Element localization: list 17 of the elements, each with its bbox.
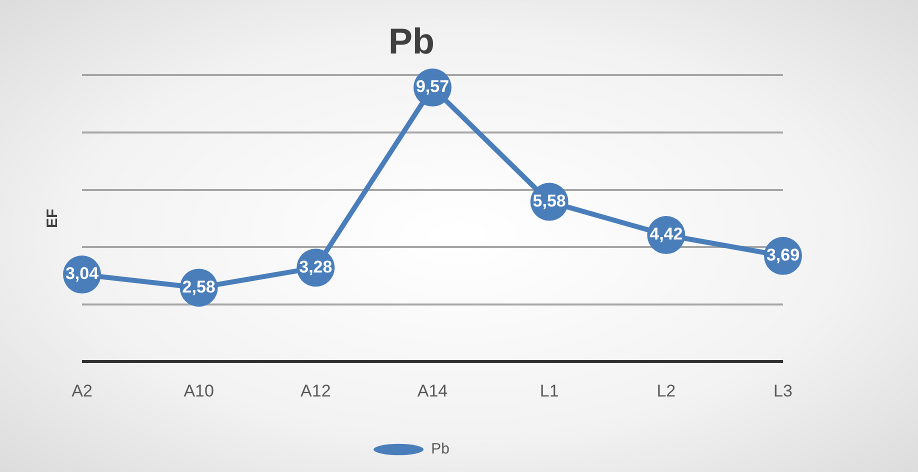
x-tick-label: L3 <box>774 381 792 400</box>
x-tick-label: A10 <box>184 381 214 400</box>
data-label: 2,58 <box>182 277 216 296</box>
x-tick-label: A2 <box>72 381 92 400</box>
data-label: 3,28 <box>299 257 332 276</box>
data-label: 4,42 <box>650 224 683 244</box>
x-tick-label: A12 <box>300 381 331 400</box>
x-tick-label: A14 <box>417 381 448 400</box>
y-axis-title: EF <box>44 208 62 228</box>
data-label: 9,57 <box>416 77 450 96</box>
data-label: 3,69 <box>766 246 800 265</box>
legend-label: Pb <box>431 440 450 458</box>
chart-title: Pb <box>388 20 435 62</box>
data-label: 5,58 <box>532 191 566 210</box>
data-label: 3,04 <box>65 264 100 284</box>
x-tick-label: L1 <box>540 381 559 400</box>
x-tick-label: L2 <box>656 381 676 400</box>
